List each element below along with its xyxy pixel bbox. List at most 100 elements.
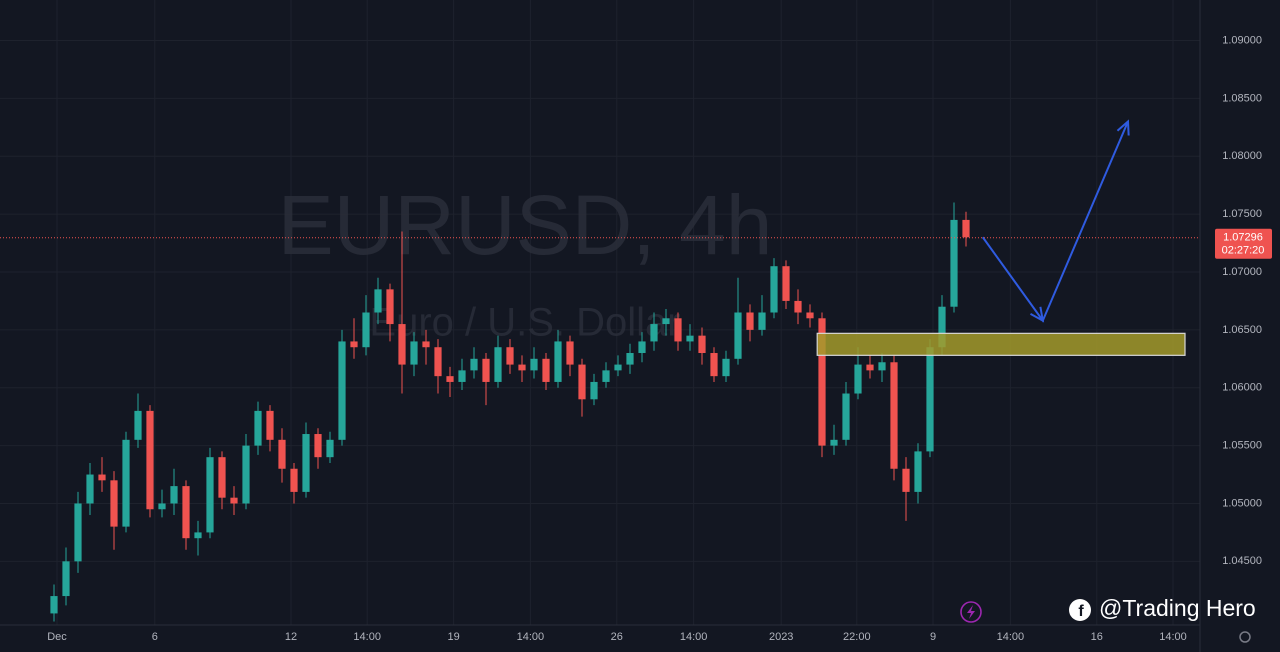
y-tick-label: 1.05000 <box>1222 497 1262 509</box>
candle-body <box>746 312 754 330</box>
x-tick-label: Dec <box>47 631 67 643</box>
candle-body <box>794 300 802 313</box>
grid <box>0 0 1200 625</box>
candle-body <box>194 532 202 539</box>
candle-body <box>818 318 826 446</box>
candle-body <box>470 358 478 371</box>
candle-body <box>710 353 718 377</box>
candle-body <box>542 358 550 382</box>
x-tick-label: 6 <box>152 631 158 643</box>
candle-body <box>446 376 454 382</box>
candle-body <box>830 439 838 446</box>
candle-body <box>770 266 778 313</box>
candle-body <box>638 341 646 354</box>
candle-body <box>122 439 130 527</box>
last-price-box <box>1215 228 1272 259</box>
x-tick-label: 26 <box>611 631 623 643</box>
candle-body <box>866 364 874 371</box>
projection-arrowhead <box>1030 306 1045 323</box>
facebook-f: f <box>1078 603 1084 620</box>
candle-body <box>314 434 322 458</box>
candle-body <box>158 503 166 510</box>
candle-body <box>230 497 238 504</box>
y-tick-label: 1.09000 <box>1222 34 1262 46</box>
candle-body <box>86 474 94 504</box>
candle-body <box>326 439 334 458</box>
candle-body <box>410 341 418 365</box>
candle-body <box>950 219 958 307</box>
candle-body <box>482 358 490 382</box>
candle-body <box>254 410 262 446</box>
x-tick-label: 14:00 <box>353 631 381 643</box>
y-tick-label: 1.08500 <box>1222 92 1262 104</box>
x-tick-label: 16 <box>1091 631 1103 643</box>
candle-body <box>530 358 538 371</box>
candle-body <box>890 362 898 469</box>
candle-body <box>722 358 730 377</box>
candle-body <box>758 312 766 330</box>
alert-icon[interactable] <box>960 601 982 623</box>
alert-bolt <box>967 605 975 619</box>
axes: 1.04500 1.05000 1.05500 1.06000 1.06500 1.070… <box>47 34 1272 643</box>
plot <box>0 119 1200 622</box>
candle-body <box>422 341 430 348</box>
y-tick-label: 1.06000 <box>1222 382 1262 394</box>
candle-body <box>878 362 886 371</box>
candle-body <box>170 486 178 504</box>
settings-icon[interactable] <box>1239 631 1251 643</box>
candle-body <box>386 289 394 325</box>
candle-body <box>494 347 502 382</box>
candle-body <box>290 468 298 492</box>
candle-body <box>302 434 310 492</box>
candle-body <box>734 312 742 359</box>
candle-body <box>518 364 526 371</box>
candle-body <box>614 364 622 371</box>
y-tick-label: 1.05500 <box>1222 440 1262 452</box>
zone <box>816 332 1186 356</box>
candle-body <box>62 561 70 597</box>
countdown-label: 02:27:20 <box>1222 245 1265 257</box>
candle-body <box>146 410 154 510</box>
candle-body <box>434 347 442 377</box>
candle-body <box>806 312 814 319</box>
candle-body <box>914 451 922 492</box>
candle-body <box>962 219 970 238</box>
x-tick-label: 14:00 <box>1159 631 1187 643</box>
candle-body <box>902 468 910 492</box>
candle-body <box>662 318 670 325</box>
last-price-label: 1.07296 <box>1223 232 1263 244</box>
x-tick-label: 12 <box>285 631 297 643</box>
candle-body <box>554 341 562 382</box>
y-tick-label: 1.08000 <box>1222 150 1262 162</box>
candle-body <box>278 439 286 469</box>
candle-body <box>110 480 118 527</box>
x-tick-label: 2023 <box>769 631 793 643</box>
candle-body <box>182 486 190 539</box>
candle-body <box>650 324 658 342</box>
candle-body <box>242 445 250 504</box>
candle-body <box>926 347 934 452</box>
credit: @Trading Hero <box>1099 595 1256 621</box>
x-tick-label: 14:00 <box>517 631 545 643</box>
x-tick-label: 14:00 <box>680 631 708 643</box>
candle-body <box>842 393 850 440</box>
y-tick-label: 1.06500 <box>1222 324 1262 336</box>
candle-body <box>338 341 346 440</box>
candle-body <box>50 596 58 614</box>
watermark-title: EURUSD, 4h <box>278 178 773 272</box>
candle-body <box>458 370 466 382</box>
x-tick-label: 19 <box>447 631 459 643</box>
candle-body <box>98 474 106 481</box>
candle-body <box>782 266 790 301</box>
candle-body <box>218 457 226 498</box>
candle-body <box>938 306 946 348</box>
candle-body <box>398 324 406 365</box>
candle-body <box>206 457 214 533</box>
candle-body <box>578 364 586 400</box>
candle-body <box>674 318 682 342</box>
candle-body <box>374 289 382 313</box>
candle-body <box>590 381 598 400</box>
x-tick-label: 9 <box>930 631 936 643</box>
x-tick-label: 14:00 <box>997 631 1025 643</box>
